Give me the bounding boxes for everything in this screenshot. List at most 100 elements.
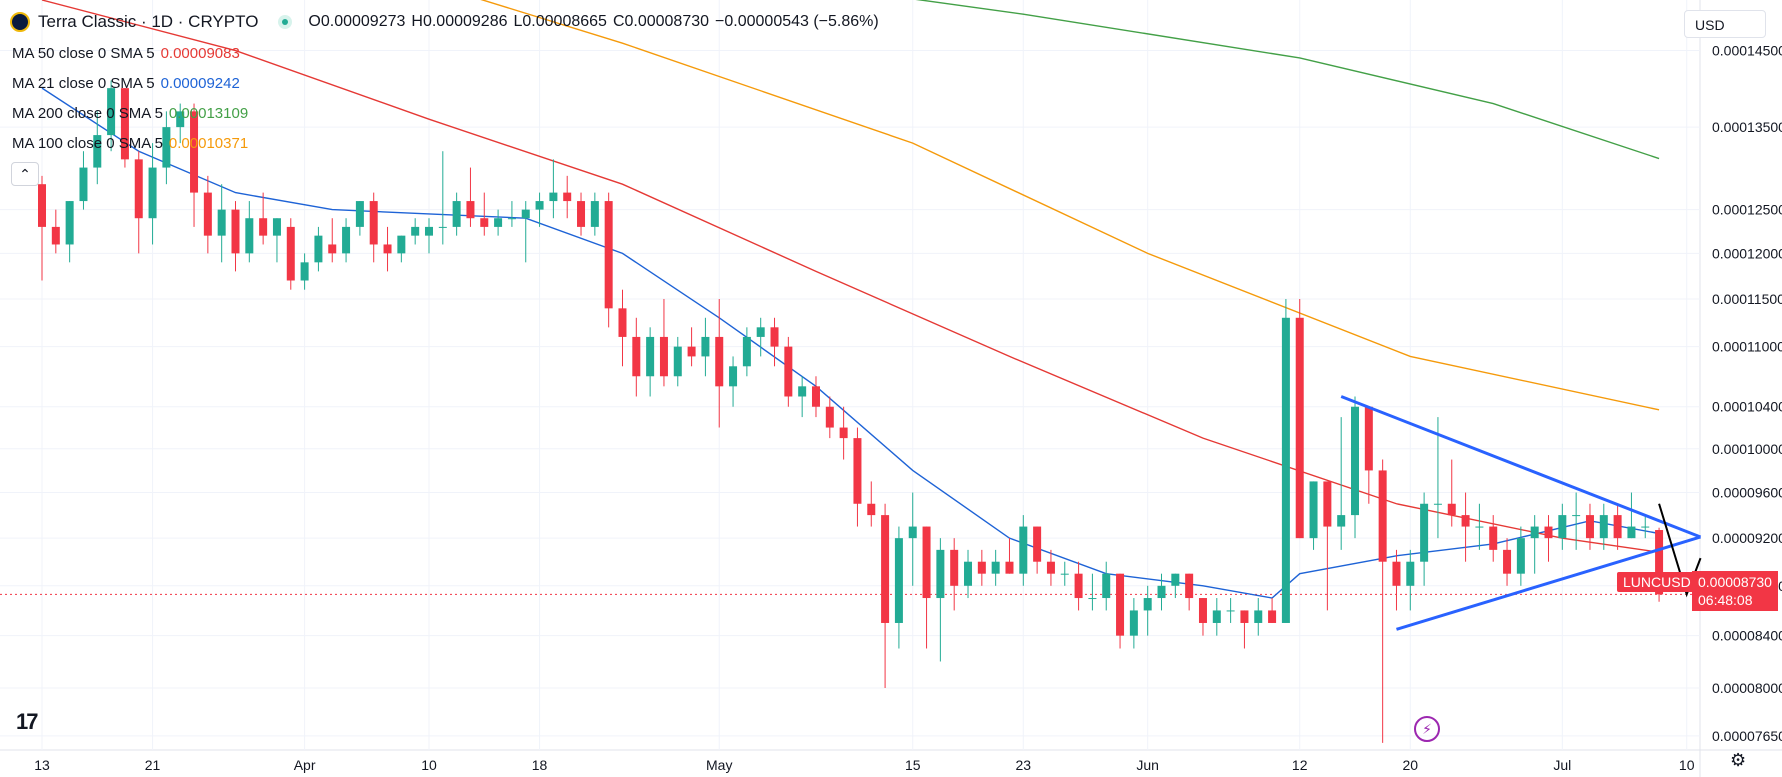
candle-body — [1254, 610, 1263, 623]
x-tick-label: Apr — [294, 757, 316, 773]
candle-body — [1019, 526, 1028, 574]
triangle-trendline — [1340, 395, 1702, 539]
candle-body — [867, 503, 876, 516]
y-tick-label: 0.00010000 — [1712, 441, 1782, 457]
candle-body — [134, 159, 143, 219]
candle-body — [245, 218, 254, 254]
candle-body — [314, 235, 323, 263]
candle-body — [1185, 573, 1194, 599]
y-tick-label: 0.00012500 — [1712, 202, 1782, 218]
indicator-label: MA 50 close 0 SMA 5 — [12, 45, 155, 62]
x-tick-label: Jun — [1136, 757, 1159, 773]
candle-body — [1364, 406, 1373, 471]
candle-body — [729, 366, 738, 387]
candle-body — [1171, 573, 1180, 586]
currency-selector[interactable]: USD — [1684, 10, 1766, 38]
candle-body — [190, 111, 199, 193]
y-tick-label: 0.00012000 — [1712, 245, 1782, 261]
candle-body — [1129, 610, 1138, 636]
indicator-legend-ma50[interactable]: MA 50 close 0 SMA 5 0.00009083 — [12, 45, 240, 62]
x-tick-label: 18 — [532, 757, 548, 773]
candle-body — [1212, 610, 1221, 623]
indicator-legend-ma21[interactable]: MA 21 close 0 SMA 5 0.00009242 — [12, 75, 240, 92]
moving-average-ma50 — [41, 0, 1660, 553]
candle-body — [1544, 526, 1553, 539]
candle-body — [742, 336, 751, 367]
candle-body — [604, 201, 613, 309]
indicator-legend-ma100[interactable]: MA 100 close 0 SMA 5 0.00010371 — [12, 135, 248, 152]
moving-average-ma200 — [915, 0, 1660, 160]
candle-body — [1420, 503, 1429, 562]
candle-body — [438, 226, 447, 228]
candle-body — [908, 526, 917, 539]
candle-body — [618, 308, 627, 337]
candle-body — [1447, 503, 1456, 516]
candle-body — [176, 111, 185, 128]
candle-body — [328, 244, 337, 254]
candle-body — [798, 386, 807, 397]
y-tick-label: 0.00007650 — [1712, 728, 1782, 744]
candle-body — [1378, 470, 1387, 562]
lightning-icon[interactable]: ⚡ — [1414, 716, 1440, 742]
symbol-price-tag: LUNCUSD — [1617, 572, 1697, 592]
candle-body — [922, 526, 931, 599]
candle-body — [715, 336, 724, 387]
y-tick-label: 0.00008000 — [1712, 680, 1782, 696]
indicator-value: 0.00013109 — [168, 105, 249, 122]
y-tick-label: 0.00014500 — [1712, 43, 1782, 59]
terra-classic-logo-icon — [10, 12, 30, 32]
candle-body — [1641, 526, 1650, 528]
candle-body — [383, 244, 392, 254]
candle-body — [1268, 610, 1277, 623]
candle-body — [590, 201, 599, 227]
candle-body — [1309, 481, 1318, 539]
candle-body — [701, 336, 710, 357]
candle-body — [507, 218, 516, 220]
candle-body — [756, 327, 765, 337]
x-tick-label: 12 — [1292, 757, 1308, 773]
price-axis: 0.00014500 0.00013500 0.00012500 0.00012000… — [1712, 43, 1782, 744]
candle-body — [577, 201, 586, 227]
low-value: L0.00008665 — [513, 13, 607, 30]
candle-body — [1406, 561, 1415, 586]
candle-body — [342, 226, 351, 254]
candle-body — [148, 167, 157, 219]
candle-body — [1503, 549, 1512, 574]
candle-body — [1351, 406, 1360, 516]
x-tick-label: 13 — [34, 757, 50, 773]
candle-body — [950, 549, 959, 586]
candle-body — [563, 192, 572, 202]
collapse-legend-button[interactable]: ⌃ — [11, 162, 39, 186]
candle-body — [1627, 526, 1636, 539]
candle-body — [1433, 503, 1442, 505]
candle-body — [1033, 526, 1042, 562]
candle-body — [355, 201, 364, 227]
candle-body — [1198, 598, 1207, 623]
candle-body — [162, 127, 171, 168]
candle-body — [1226, 610, 1235, 612]
symbol-title[interactable]: Terra Classic · 1D · CRYPTO — [38, 12, 259, 31]
candle-body — [535, 201, 544, 210]
moving-average-ma100 — [480, 0, 1660, 411]
candle-body — [659, 336, 668, 377]
open-value: O0.00009273 — [308, 13, 406, 30]
gear-icon[interactable]: ⚙ — [1730, 750, 1747, 770]
drawings — [1340, 395, 1702, 631]
candle-body — [1655, 530, 1664, 595]
candle-body — [1461, 515, 1470, 527]
candle-body — [231, 209, 240, 254]
candle-body — [1558, 515, 1567, 539]
x-tick-label: 15 — [905, 757, 921, 773]
indicator-label: MA 21 close 0 SMA 5 — [12, 75, 155, 92]
chevron-up-icon: ⌃ — [19, 166, 31, 182]
indicator-value: 0.00010371 — [168, 135, 249, 152]
x-tick-label: 10 — [1679, 757, 1695, 773]
candle-body — [38, 184, 46, 227]
indicator-legend-ma200[interactable]: MA 200 close 0 SMA 5 0.00013109 — [12, 105, 248, 122]
candle-body — [51, 226, 60, 245]
candle-body — [1060, 573, 1069, 575]
tradingview-logo-icon[interactable]: 17 — [16, 709, 39, 734]
chart-header: Terra Classic · 1D · CRYPTO O0.00009273 H… — [10, 12, 885, 32]
